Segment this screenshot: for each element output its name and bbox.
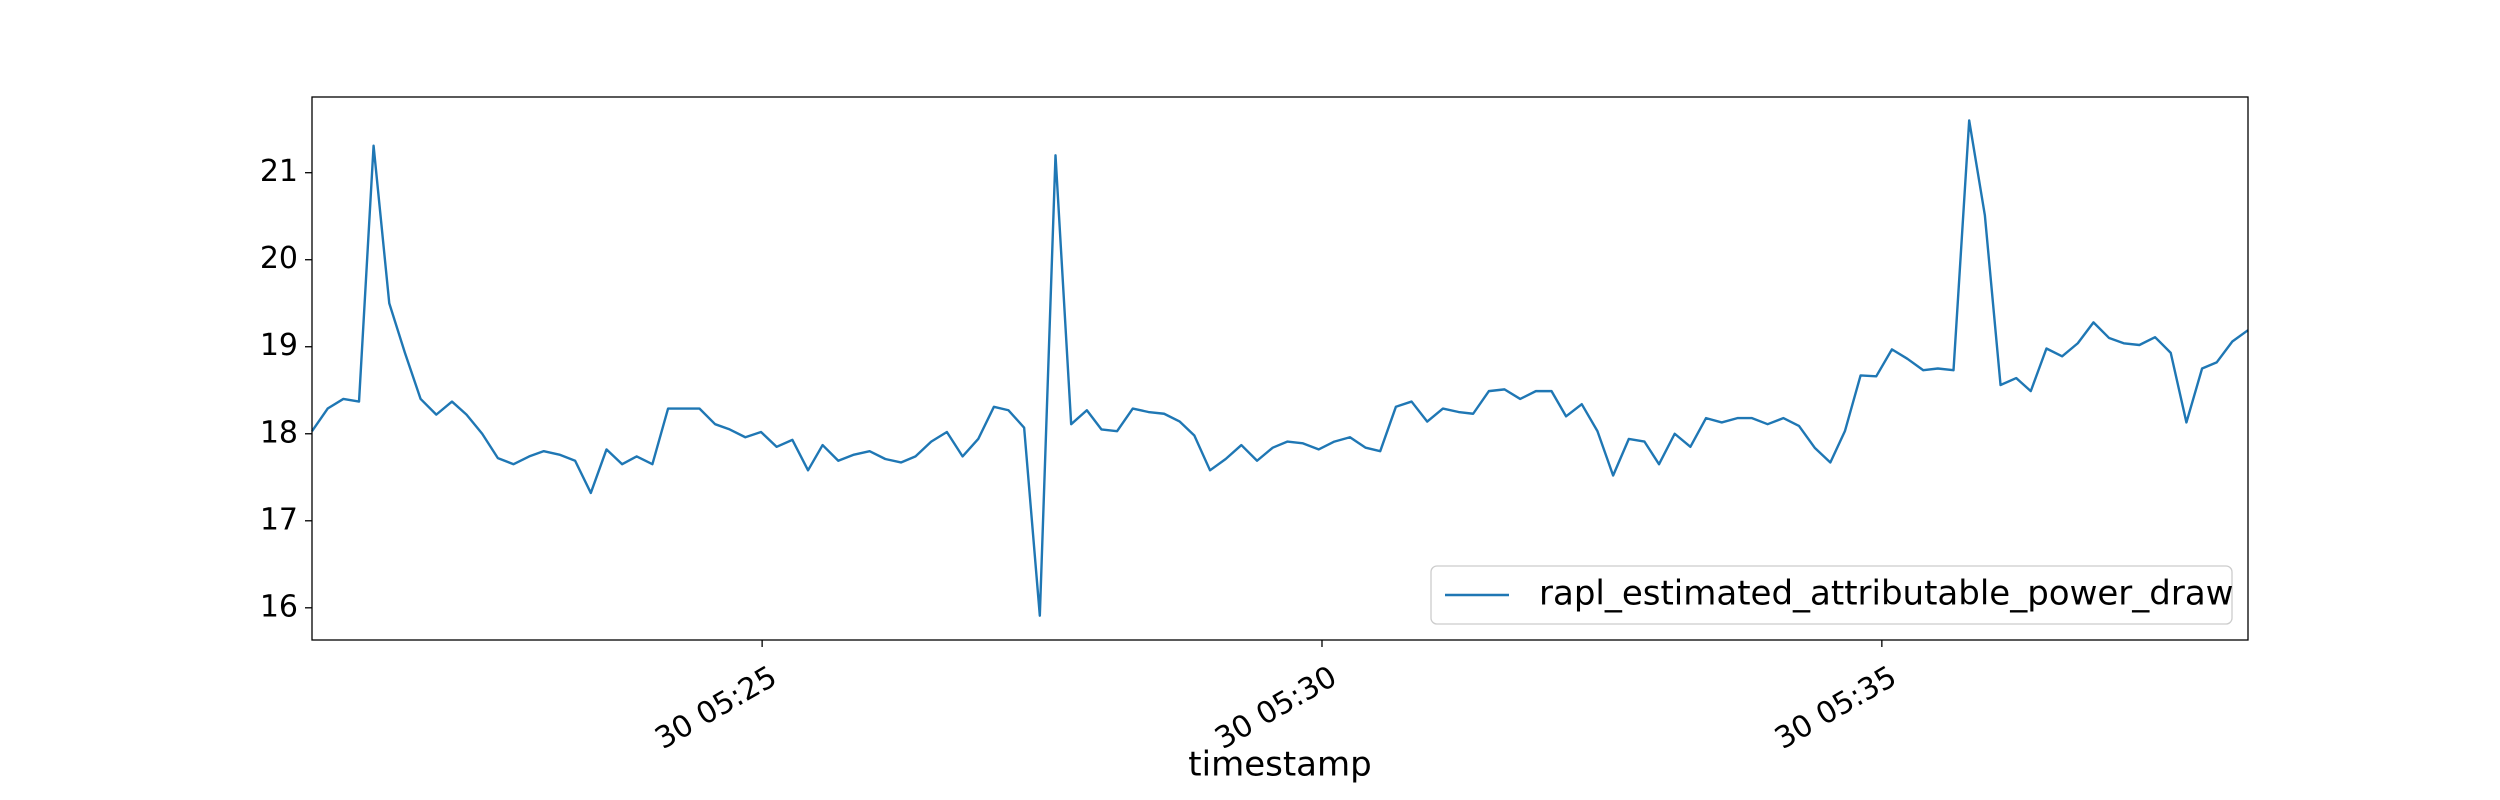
y-tick-label: 19 [260, 328, 298, 363]
x-tick-label: 30 05:30 [1209, 659, 1343, 756]
x-tick-label: 30 05:35 [1769, 659, 1903, 756]
line [311, 119, 2249, 617]
x-axis-label: timestamp [1188, 745, 1371, 785]
y-tick-label: 18 [260, 415, 298, 450]
y-tick-label: 17 [260, 502, 298, 537]
legend-box [1430, 565, 2233, 625]
legend-label: rapl_estimated_attributable_power_draw [1539, 574, 2234, 614]
y-tick-label: 21 [260, 154, 298, 189]
x-tick-label: 30 05:25 [649, 659, 783, 756]
y-tick-label: 16 [260, 589, 298, 624]
y-tick-label: 20 [260, 241, 298, 276]
plot-frame [311, 96, 2249, 641]
